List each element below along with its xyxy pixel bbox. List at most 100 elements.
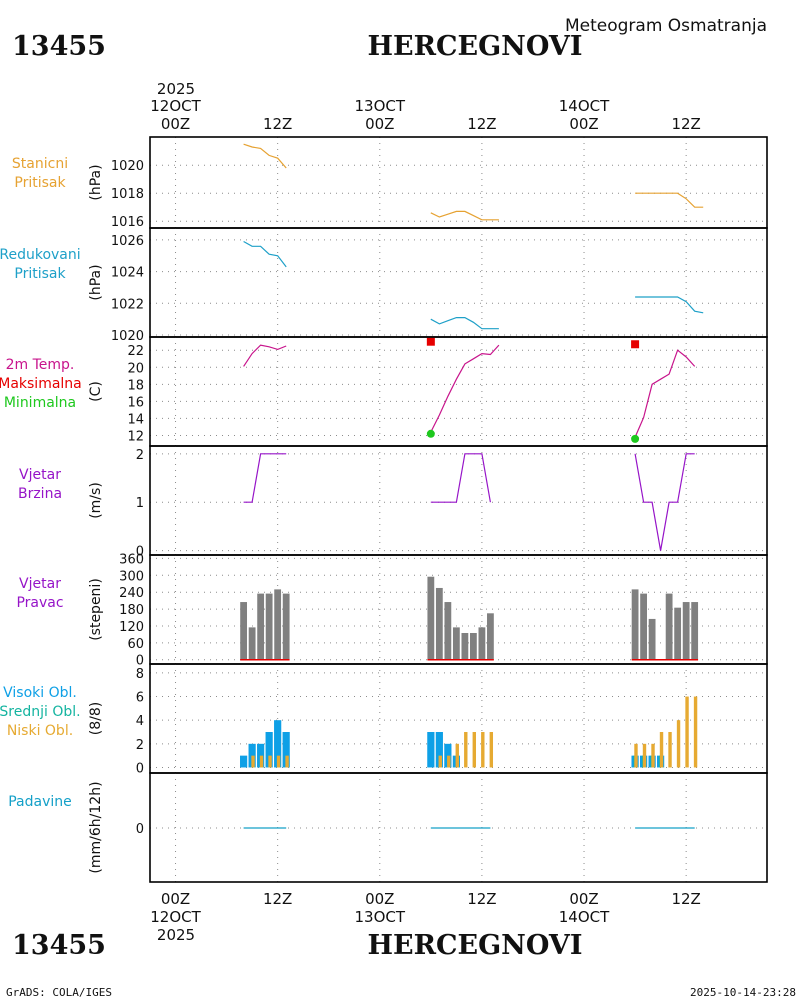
low-cloud-bar [651,743,655,768]
y-axis-label: (hPa) [88,264,104,300]
series-line [634,453,695,551]
top-date-label: 12OCT [150,97,201,115]
high-cloud-bar [265,732,273,768]
low-cloud-bar [659,732,664,768]
bottom-hour-label: 12Z [671,890,700,908]
credit-text: GrADS: COLA/IGES [6,986,112,999]
wind-direction-bar [257,593,265,660]
high-cloud-bar [435,732,443,768]
y-tick-label: 22 [127,344,144,359]
high-cloud-bar [282,732,290,768]
wind-direction-bar [452,627,460,660]
tmax-marker [426,337,435,346]
y-axis-label: (C) [88,381,104,402]
top-hour-label: 12Z [263,115,292,133]
y-tick-label: 120 [119,620,144,635]
y-tick-label: 8 [136,667,144,682]
wind-direction-bar [478,627,486,660]
low-cloud-bar [447,755,451,768]
panel-clouds: 0 2 4 6 8 Visoki Obl. Srednji Obl. Niski Obl. (8… [0,663,768,776]
panel-label: Maksimalna [0,376,82,392]
low-cloud-bar [455,743,459,768]
y-tick-label: 0 [136,822,144,837]
y-tick-label: 1020 [111,329,144,344]
high-cloud-bar [427,732,435,768]
top-hour-label: 00Z [161,115,190,133]
chart-title: Meteogram Osmatranja [565,16,767,36]
low-cloud-bar [642,743,647,768]
low-cloud-bar [685,696,689,768]
wind-direction-bar [487,613,494,660]
y-axis-label: (m/s) [88,482,104,519]
top-hour-label: 00Z [365,115,394,133]
panel-label: Vjetar [19,467,61,483]
top-year-label: 2025 [157,80,195,98]
plot-area [240,576,699,661]
low-cloud-bar [276,755,281,768]
series-line [243,240,287,268]
y-axis-label: (stepeni) [88,578,104,641]
wind-direction-bar [674,607,682,660]
wind-direction-bar [691,602,699,660]
panel-label: Visoki Obl. [3,685,77,701]
low-cloud-bar [668,732,672,768]
panel-temperature: 12 14 16 18 20 22 2m Temp. Maksimalna Minimalna (… [0,336,768,447]
low-cloud-bar [268,755,272,768]
bottom-hour-label: 12Z [263,890,292,908]
bottom-date-label: 12OCT [150,908,201,926]
y-axis-label: (hPa) [88,164,104,200]
series-line [430,453,491,503]
top-date-label: 13OCT [355,97,406,115]
wind-direction-bar [682,602,690,660]
low-cloud-bar [676,720,681,768]
series-line [635,296,704,314]
high-cloud-bar [274,720,282,768]
plot-area [243,337,696,443]
low-cloud-bar [481,732,485,768]
wind-direction-bar [631,589,639,660]
station-id-top: 13455 [12,31,106,62]
panel-label: 2m Temp. [6,357,75,373]
y-tick-label: 4 [136,714,144,729]
panel-precipitation: 0 Padavine (mm/6h/12h) [8,772,768,883]
y-tick-label: 14 [127,412,144,427]
panel-label: Vjetar [19,576,61,592]
low-cloud-bar [438,755,442,768]
bottom-hour-label: 12Z [467,890,496,908]
y-tick-label: 0 [136,654,144,669]
wind-direction-bar [640,593,647,660]
panel-wind-speed: 0 1 2 Vjetar Brzina (m/s) [18,445,768,560]
y-tick-label: 2 [136,448,144,463]
wind-direction-bar [469,633,477,660]
panel-label: Redukovani [0,247,81,263]
panel-label: Srednji Obl. [0,704,81,720]
series-line [243,344,287,367]
series-line [635,192,704,208]
y-tick-label: 0 [136,545,144,560]
y-tick-label: 12 [127,429,144,444]
bottom-date-label: 14OCT [559,908,610,926]
low-cloud-bar [634,743,638,768]
station-name-bottom: HERCEGNOVI [368,930,583,961]
wind-direction-bar [648,618,656,660]
series-line [430,344,500,433]
y-tick-label: 0 [136,761,144,776]
panel-label: Brzina [18,486,62,502]
plot-area [243,143,704,221]
wind-direction-bar [265,593,273,660]
wind-direction-bar [435,587,443,660]
y-tick-label: 20 [127,361,144,376]
panel-label: Minimalna [4,395,76,411]
plot-area [240,696,698,768]
station-id-bottom: 13455 [12,930,106,961]
bottom-year-label: 2025 [157,926,195,944]
y-tick-label: 1018 [111,187,144,202]
panel-frame [149,772,768,883]
top-date-label: 14OCT [559,97,610,115]
bottom-date-label: 13OCT [355,908,406,926]
y-axis-label: (8/8) [88,702,104,735]
tmin-marker [631,434,640,443]
timestamp-text: 2025-10-14-23:28 [690,986,796,999]
station-name-top: HERCEGNOVI [368,31,583,62]
